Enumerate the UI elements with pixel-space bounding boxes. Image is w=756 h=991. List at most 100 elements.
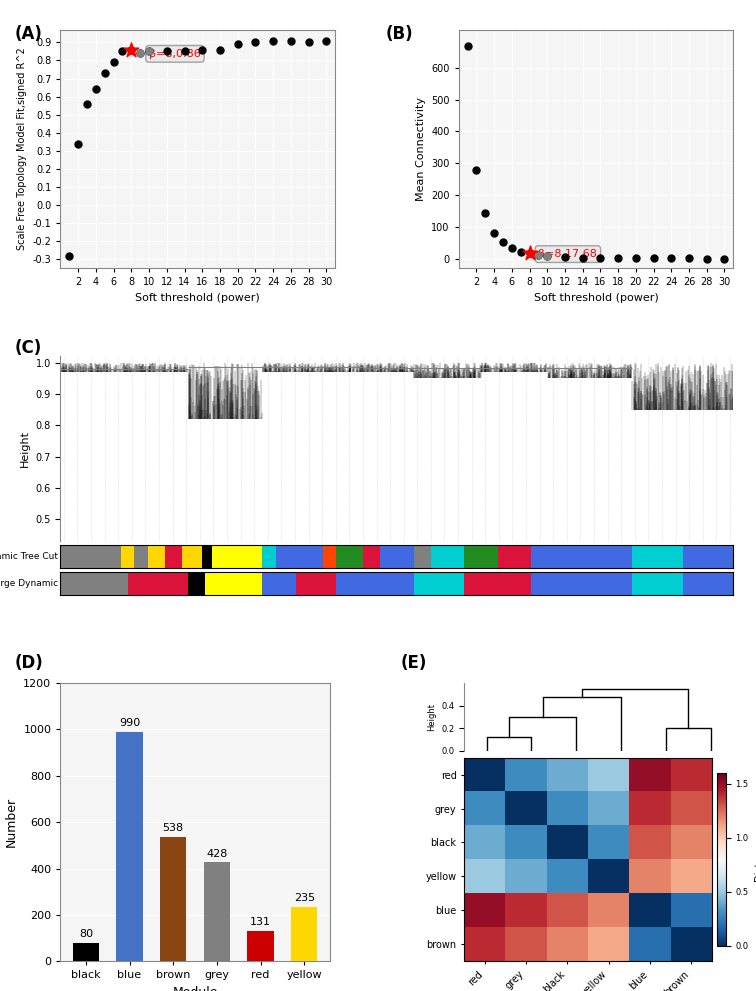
Text: (E): (E) [401, 654, 427, 672]
Bar [632, 545, 683, 568]
Text: 131: 131 [250, 918, 271, 928]
Text: (C): (C) [15, 339, 42, 357]
Text: 990: 990 [119, 718, 140, 728]
Point [161, 44, 173, 59]
Bar [296, 572, 336, 595]
Point [523, 245, 535, 261]
Point [134, 46, 146, 61]
X-axis label: Module: Module [172, 986, 218, 991]
Bar [497, 545, 531, 568]
Bar [188, 572, 205, 595]
Bar [135, 545, 148, 568]
Point [612, 251, 624, 267]
Text: 80: 80 [79, 930, 93, 939]
Bar [148, 545, 165, 568]
Point [125, 42, 138, 57]
Y-axis label: Dynamic Tree Cut: Dynamic Tree Cut [0, 552, 57, 561]
Y-axis label: Mean Connectivity: Mean Connectivity [416, 97, 426, 201]
Point [630, 251, 642, 267]
Bar [73, 942, 99, 961]
Point [64, 248, 76, 264]
Point [648, 251, 660, 267]
Point [488, 225, 500, 241]
Bar [165, 545, 181, 568]
Point [683, 251, 695, 267]
Bar [247, 931, 274, 961]
Point [559, 250, 571, 266]
Bar [204, 862, 230, 961]
Bar [632, 572, 683, 595]
Y-axis label: Scale Free Topology Model Fit,signed R^2: Scale Free Topology Model Fit,signed R^2 [17, 48, 27, 251]
Point [541, 249, 553, 265]
Bar [205, 572, 262, 595]
Bar [414, 572, 464, 595]
Text: 235: 235 [294, 893, 314, 904]
Point [178, 44, 191, 59]
Text: (D): (D) [15, 654, 44, 672]
Point [143, 44, 155, 59]
Bar [262, 545, 276, 568]
Bar [431, 545, 464, 568]
Point [461, 39, 473, 55]
Point [665, 251, 677, 267]
Point [523, 245, 535, 261]
Bar [116, 731, 143, 961]
Bar [380, 545, 414, 568]
Point [594, 251, 606, 267]
Point [72, 136, 84, 152]
Bar [160, 836, 186, 961]
Y-axis label: Height: Height [427, 703, 435, 731]
Bar [464, 545, 497, 568]
Bar [60, 572, 128, 595]
Bar [262, 572, 296, 595]
Y-axis label: Distance: Distance [754, 838, 756, 881]
Bar [291, 907, 318, 961]
Text: β=8,17.68: β=8,17.68 [538, 249, 597, 259]
Text: (B): (B) [386, 25, 414, 43]
Bar [121, 545, 135, 568]
Point [506, 240, 518, 256]
Bar [181, 545, 202, 568]
Bar [336, 545, 363, 568]
Point [285, 33, 297, 49]
Y-axis label: Height: Height [20, 430, 29, 467]
Point [81, 96, 93, 112]
Point [134, 46, 146, 61]
Point [515, 244, 527, 260]
X-axis label: Soft threshold (power): Soft threshold (power) [135, 292, 260, 303]
Point [90, 81, 102, 97]
Bar [290, 545, 323, 568]
Point [479, 205, 491, 221]
Point [249, 35, 262, 51]
Point [214, 42, 226, 57]
Bar [212, 545, 262, 568]
Bar [202, 545, 212, 568]
Point [196, 42, 208, 57]
Bar [336, 572, 414, 595]
Point [541, 249, 553, 265]
Bar [363, 545, 380, 568]
Point [302, 35, 314, 51]
Point [470, 162, 482, 177]
Bar [60, 545, 121, 568]
Point [143, 44, 155, 59]
Bar [683, 572, 733, 595]
Y-axis label: Number: Number [5, 797, 18, 847]
Point [321, 33, 333, 49]
Point [532, 248, 544, 264]
X-axis label: Soft threshold (power): Soft threshold (power) [534, 292, 658, 303]
Point [125, 42, 138, 57]
Point [497, 234, 509, 250]
Point [532, 248, 544, 264]
Point [116, 44, 129, 59]
Point [701, 251, 713, 267]
Point [99, 65, 111, 81]
Bar [683, 545, 733, 568]
Text: (A): (A) [15, 25, 43, 43]
Bar [276, 545, 290, 568]
Bar [464, 572, 531, 595]
Point [577, 250, 589, 266]
Point [718, 251, 730, 267]
Text: 538: 538 [163, 824, 184, 833]
Text: β=8,0.86: β=8,0.86 [149, 49, 201, 58]
